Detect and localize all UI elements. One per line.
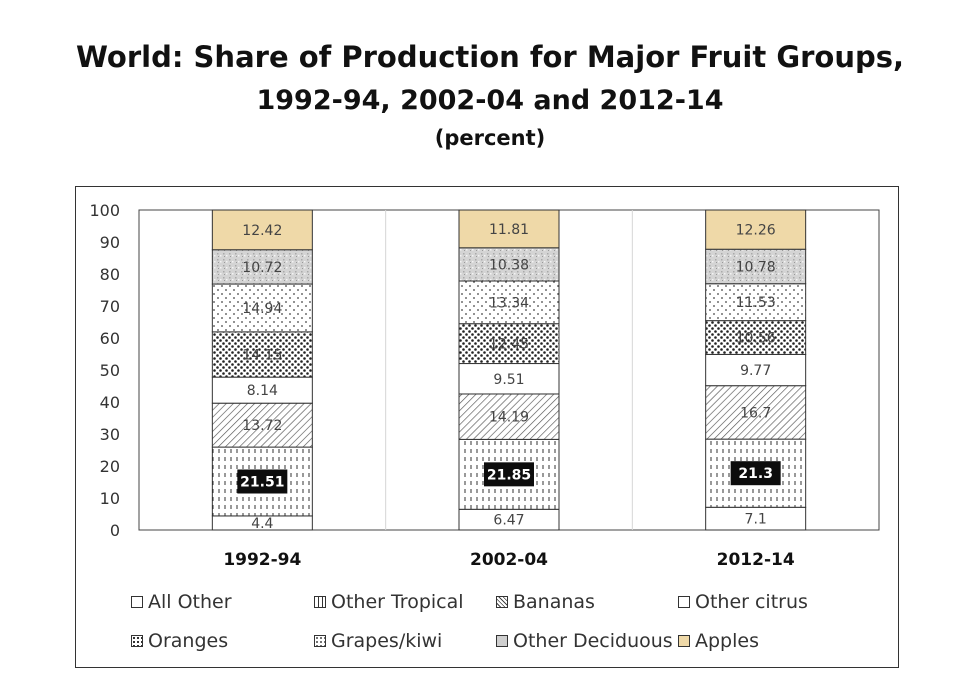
data-label: 7.1 bbox=[745, 512, 767, 528]
legend-label: Other Deciduous bbox=[513, 630, 673, 652]
legend-label: Grapes/kiwi bbox=[331, 630, 443, 652]
data-label: 9.51 bbox=[493, 372, 524, 388]
legend-swatch bbox=[314, 596, 326, 608]
legend-label: Bananas bbox=[513, 591, 595, 613]
bar-segment bbox=[705, 353, 807, 387]
data-label: 10.72 bbox=[242, 260, 282, 276]
data-label: 10.56 bbox=[736, 331, 776, 347]
legend-item: Other Deciduous bbox=[496, 630, 673, 652]
bar-segment bbox=[211, 402, 313, 448]
data-label-box bbox=[484, 462, 534, 487]
legend-swatch bbox=[131, 635, 143, 647]
chart-subtitle: 1992-94, 2002-04 and 2012-14 bbox=[256, 85, 724, 116]
data-label: 11.81 bbox=[489, 222, 529, 238]
x-category-label: 2012-14 bbox=[717, 550, 795, 570]
y-tick-label: 50 bbox=[100, 361, 120, 380]
data-label: 21.51 bbox=[240, 475, 284, 491]
data-label: 10.78 bbox=[736, 259, 776, 275]
chart-unit-label: (percent) bbox=[434, 126, 546, 150]
bar-segment bbox=[211, 249, 313, 285]
legend-label: Apples bbox=[695, 630, 759, 652]
x-category-label: 2002-04 bbox=[470, 550, 548, 570]
y-tick-label: 30 bbox=[100, 425, 120, 444]
legend-label: Oranges bbox=[148, 630, 229, 652]
legend-swatch bbox=[496, 635, 508, 647]
data-label: 4.4 bbox=[251, 516, 273, 532]
y-tick-label: 90 bbox=[100, 233, 120, 252]
legend-item: Other citrus bbox=[678, 591, 808, 613]
data-label: 9.77 bbox=[740, 363, 771, 379]
legend-label: Other Tropical bbox=[331, 591, 464, 613]
bar-segment bbox=[705, 283, 807, 322]
data-label: 10.38 bbox=[489, 257, 529, 273]
y-tick-label: 10 bbox=[100, 489, 120, 508]
bar-segment bbox=[458, 393, 560, 440]
y-tick-label: 70 bbox=[100, 297, 120, 316]
y-tick-label: 40 bbox=[100, 393, 120, 412]
bar-segment bbox=[705, 385, 807, 440]
bar-segment bbox=[211, 331, 313, 378]
data-label: 21.3 bbox=[738, 466, 773, 482]
bar-segment bbox=[458, 323, 560, 365]
legend-swatch bbox=[496, 596, 508, 608]
data-label: 14.94 bbox=[242, 301, 282, 317]
bar-segment bbox=[705, 248, 807, 285]
bar-segment bbox=[458, 247, 560, 282]
bar-segment bbox=[211, 283, 313, 333]
y-tick-label: 80 bbox=[100, 265, 120, 284]
legend-swatch bbox=[131, 596, 143, 608]
bar-segment bbox=[211, 209, 313, 251]
data-label-box bbox=[237, 469, 288, 494]
legend-item: All Other bbox=[131, 591, 232, 613]
data-label: 8.14 bbox=[247, 383, 278, 399]
data-label-box bbox=[730, 461, 781, 486]
bar-segment bbox=[211, 376, 313, 404]
legend-swatch bbox=[678, 635, 690, 647]
legend-item: Apples bbox=[678, 630, 759, 652]
bar-segment bbox=[458, 363, 560, 395]
legend-item: Oranges bbox=[131, 630, 228, 652]
legend-label: Other citrus bbox=[695, 591, 808, 613]
y-tick-label: 100 bbox=[89, 201, 120, 220]
legend-swatch bbox=[678, 596, 690, 608]
legend-swatch bbox=[314, 635, 326, 647]
data-label: 13.34 bbox=[489, 295, 529, 311]
x-category-label: 1992-94 bbox=[223, 550, 301, 570]
bar-segment bbox=[705, 320, 807, 355]
bar-segment bbox=[458, 280, 560, 325]
legend-item: Other Tropical bbox=[314, 591, 464, 613]
y-tick-label: 0 bbox=[110, 521, 120, 540]
legend-label: All Other bbox=[148, 591, 232, 613]
legend-item: Grapes/kiwi bbox=[314, 630, 442, 652]
data-label: 6.47 bbox=[493, 513, 524, 529]
chart-frame bbox=[75, 186, 899, 668]
y-tick-label: 20 bbox=[100, 457, 120, 476]
data-label: 14.15 bbox=[242, 347, 282, 363]
legend-item: Bananas bbox=[496, 591, 595, 613]
bar-segment bbox=[458, 209, 560, 249]
data-label: 16.7 bbox=[740, 405, 771, 421]
bar-segment bbox=[705, 209, 807, 250]
y-tick-label: 60 bbox=[100, 329, 120, 348]
data-label: 13.72 bbox=[242, 418, 282, 434]
data-label: 14.19 bbox=[489, 410, 529, 426]
data-label: 12.45 bbox=[489, 337, 529, 353]
data-label: 12.42 bbox=[242, 223, 282, 239]
data-label: 21.85 bbox=[487, 467, 531, 483]
data-label: 11.53 bbox=[736, 295, 776, 311]
chart-title: World: Share of Production for Major Fru… bbox=[75, 40, 905, 74]
data-label: 12.26 bbox=[736, 223, 776, 239]
